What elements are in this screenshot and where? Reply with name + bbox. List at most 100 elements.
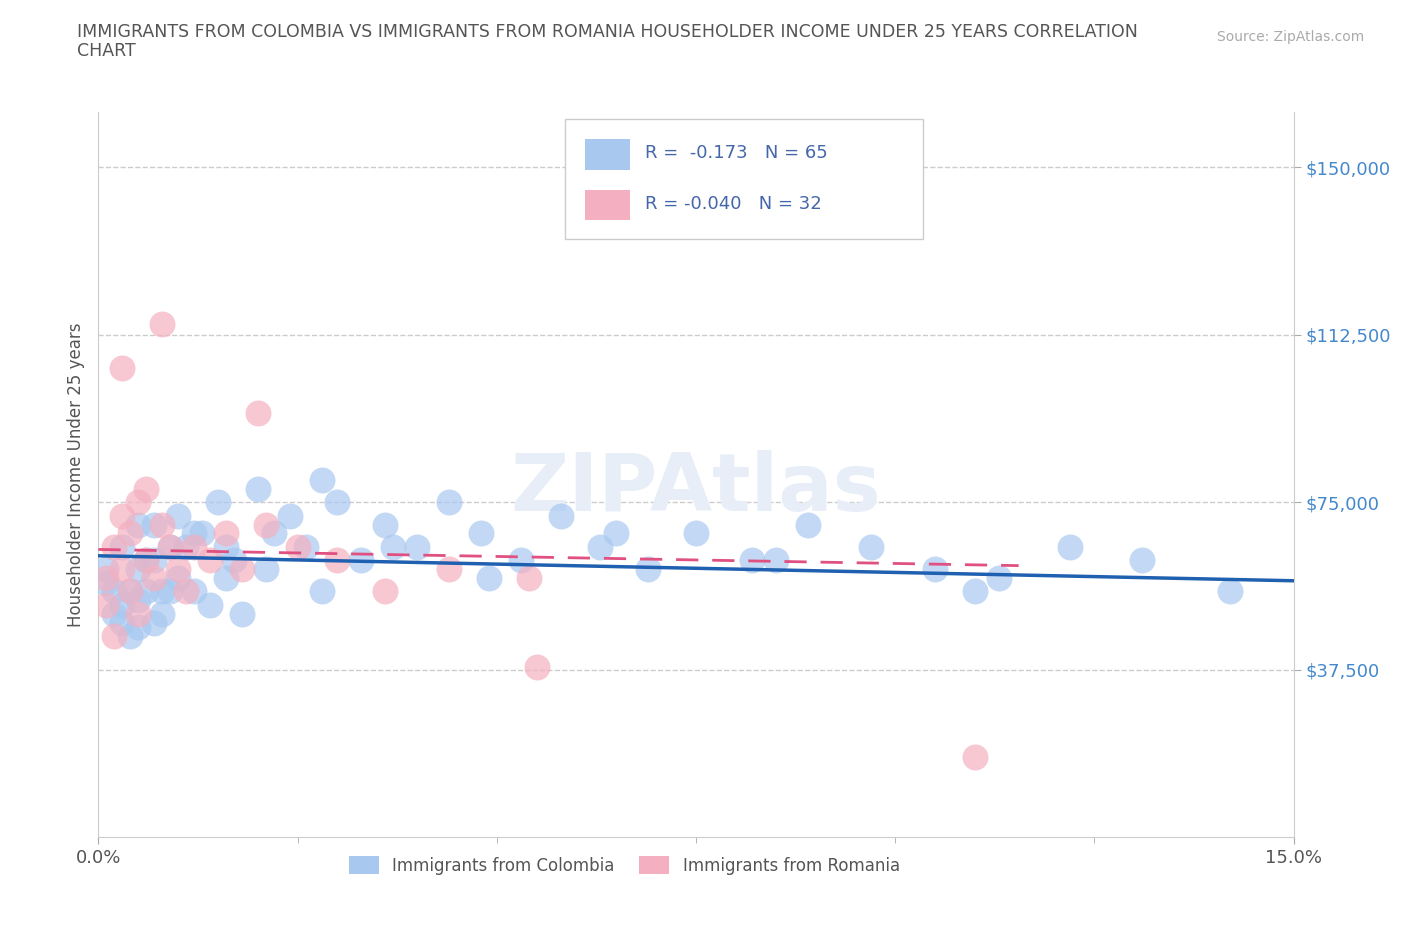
Point xyxy=(254,517,277,532)
Point xyxy=(963,750,986,764)
Point xyxy=(374,584,396,599)
Point xyxy=(550,508,572,523)
Point xyxy=(167,562,190,577)
Point xyxy=(215,539,238,554)
Point xyxy=(143,616,166,631)
Point xyxy=(183,526,205,541)
FancyBboxPatch shape xyxy=(565,119,922,239)
Text: Source: ZipAtlas.com: Source: ZipAtlas.com xyxy=(1216,30,1364,44)
Legend: Immigrants from Colombia, Immigrants from Romania: Immigrants from Colombia, Immigrants fro… xyxy=(340,848,908,884)
Point xyxy=(96,597,118,612)
Point xyxy=(96,575,118,590)
Point xyxy=(924,562,946,577)
Point xyxy=(796,517,818,532)
Point xyxy=(111,616,134,631)
Point xyxy=(127,517,149,532)
Y-axis label: Householder Income Under 25 years: Householder Income Under 25 years xyxy=(66,322,84,627)
Point xyxy=(174,539,197,554)
Point xyxy=(231,562,253,577)
Point xyxy=(127,562,149,577)
Point xyxy=(685,526,707,541)
Point xyxy=(478,571,501,586)
Point xyxy=(382,539,405,554)
Point xyxy=(406,539,429,554)
Point xyxy=(198,597,221,612)
Point xyxy=(222,552,245,567)
Point xyxy=(437,562,460,577)
Point xyxy=(143,552,166,567)
Point xyxy=(765,552,787,567)
Point xyxy=(127,606,149,621)
Point xyxy=(350,552,373,567)
Point xyxy=(120,584,142,599)
Point xyxy=(860,539,883,554)
Point xyxy=(311,584,333,599)
Point xyxy=(987,571,1010,586)
Point xyxy=(135,584,157,599)
Point xyxy=(111,539,134,554)
Point xyxy=(509,552,531,567)
Point xyxy=(150,316,173,331)
Point xyxy=(103,606,125,621)
Point xyxy=(741,552,763,567)
Point xyxy=(150,584,173,599)
Point xyxy=(143,517,166,532)
Point xyxy=(1130,552,1153,567)
Point xyxy=(167,571,190,586)
Point xyxy=(135,552,157,567)
Point xyxy=(254,562,277,577)
Point xyxy=(111,508,134,523)
Point xyxy=(96,571,118,586)
Point xyxy=(589,539,612,554)
Point xyxy=(326,552,349,567)
Point xyxy=(207,495,229,510)
Bar xyxy=(585,140,630,169)
Point xyxy=(150,606,173,621)
Point xyxy=(150,517,173,532)
Point xyxy=(231,606,253,621)
Point xyxy=(111,597,134,612)
Point xyxy=(96,562,118,577)
Point xyxy=(127,495,149,510)
Point xyxy=(470,526,492,541)
Point xyxy=(215,571,238,586)
Point xyxy=(143,571,166,586)
Point xyxy=(311,472,333,487)
Point xyxy=(127,593,149,608)
Point xyxy=(111,562,134,577)
Point xyxy=(287,539,309,554)
Point xyxy=(191,526,214,541)
Point xyxy=(963,584,986,599)
Point xyxy=(246,482,269,497)
Point xyxy=(294,539,316,554)
Point xyxy=(278,508,301,523)
Point xyxy=(159,539,181,554)
Point xyxy=(605,526,627,541)
Point xyxy=(526,660,548,675)
Point xyxy=(127,619,149,634)
Point xyxy=(437,495,460,510)
Point xyxy=(120,629,142,644)
Text: IMMIGRANTS FROM COLOMBIA VS IMMIGRANTS FROM ROMANIA HOUSEHOLDER INCOME UNDER 25 : IMMIGRANTS FROM COLOMBIA VS IMMIGRANTS F… xyxy=(77,23,1139,41)
Point xyxy=(159,539,181,554)
Point xyxy=(517,571,540,586)
Point xyxy=(174,584,197,599)
Text: CHART: CHART xyxy=(77,42,136,60)
Point xyxy=(120,526,142,541)
Point xyxy=(159,584,181,599)
Point xyxy=(326,495,349,510)
Point xyxy=(1219,584,1241,599)
Point xyxy=(103,584,125,599)
Point xyxy=(135,482,157,497)
Point xyxy=(637,562,659,577)
Point xyxy=(167,508,190,523)
Point xyxy=(120,584,142,599)
Text: ZIPAtlas: ZIPAtlas xyxy=(510,450,882,528)
Point xyxy=(1059,539,1081,554)
Point xyxy=(103,539,125,554)
Point xyxy=(215,526,238,541)
Point xyxy=(135,552,157,567)
Point xyxy=(111,361,134,376)
Text: R =  -0.173   N = 65: R = -0.173 N = 65 xyxy=(644,144,827,162)
Point xyxy=(103,629,125,644)
